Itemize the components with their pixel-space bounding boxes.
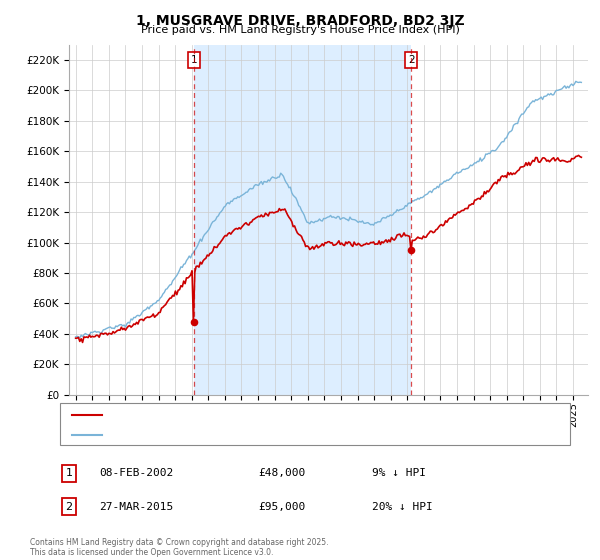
Text: 1: 1 [190, 55, 197, 65]
Text: 1, MUSGRAVE DRIVE, BRADFORD, BD2 3JZ (semi-detached house): 1, MUSGRAVE DRIVE, BRADFORD, BD2 3JZ (se… [108, 410, 431, 420]
Point [189, 318, 199, 326]
Text: Contains HM Land Registry data © Crown copyright and database right 2025.
This d: Contains HM Land Registry data © Crown c… [30, 538, 329, 557]
Text: 1: 1 [65, 468, 73, 478]
Text: 27-MAR-2015: 27-MAR-2015 [99, 502, 173, 512]
Text: 20% ↓ HPI: 20% ↓ HPI [372, 502, 433, 512]
Bar [194, 45, 411, 395]
Point [406, 246, 416, 255]
Text: HPI: Average price, semi-detached house, Bradford: HPI: Average price, semi-detached house,… [108, 430, 358, 440]
Text: 2: 2 [65, 502, 73, 512]
Text: 1, MUSGRAVE DRIVE, BRADFORD, BD2 3JZ: 1, MUSGRAVE DRIVE, BRADFORD, BD2 3JZ [136, 14, 464, 28]
Text: 2: 2 [408, 55, 415, 65]
Text: 9% ↓ HPI: 9% ↓ HPI [372, 468, 426, 478]
Text: £95,000: £95,000 [258, 502, 305, 512]
Text: £48,000: £48,000 [258, 468, 305, 478]
Text: Price paid vs. HM Land Registry's House Price Index (HPI): Price paid vs. HM Land Registry's House … [140, 25, 460, 35]
Text: 08-FEB-2002: 08-FEB-2002 [99, 468, 173, 478]
